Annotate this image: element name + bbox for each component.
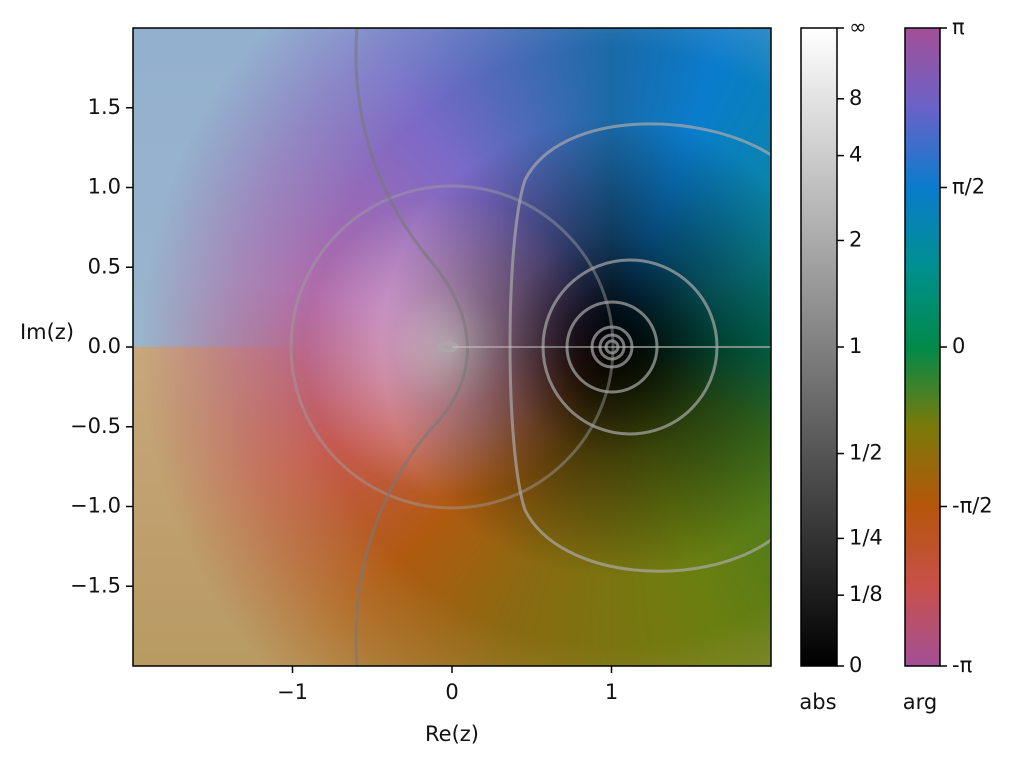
colorbar-tick-label: 0 [849,653,862,677]
y-tick-label: 1.5 [88,95,121,119]
x-tick-label: 1 [605,680,618,704]
colorbar-tick-label: 8 [849,86,862,110]
y-tick-label: 0.0 [88,334,121,358]
colorbar-tick-label: -π [952,653,973,677]
y-axis-label: Im(z) [20,320,74,344]
x-tick-label: −1 [277,680,308,704]
y-tick-label: −1.5 [70,573,121,597]
abs-colorbar [800,27,838,667]
colorbar-label: arg [903,690,937,714]
x-tick-label: 0 [445,680,458,704]
contours [289,28,771,666]
colorbar-tick-label: 1/4 [849,525,883,549]
y-tick-label: 1.0 [88,175,121,199]
colorbar-tick-label: 1 [849,334,862,358]
colorbar-tick-label: 1/8 [849,582,883,606]
y-tick-label: 0.5 [88,254,121,278]
colorbar-tick-label: -π/2 [952,494,993,518]
x-axis-label: Re(z) [425,722,479,746]
colorbar-label: abs [799,690,836,714]
colorbar-tick-label: 4 [849,143,862,167]
colorbar-tick-label: π [952,15,965,39]
y-tick-label: −1.0 [70,494,121,518]
y-tick-label: −0.5 [70,414,121,438]
arg-colorbar [904,27,941,667]
colorbar-tick-label: 0 [952,334,965,358]
colorbar-tick-label: 2 [849,227,862,251]
colorbar-tick-label: ∞ [849,15,867,39]
colorbar-tick-label: 1/2 [849,441,883,465]
colorbar-tick-label: π/2 [952,175,985,199]
